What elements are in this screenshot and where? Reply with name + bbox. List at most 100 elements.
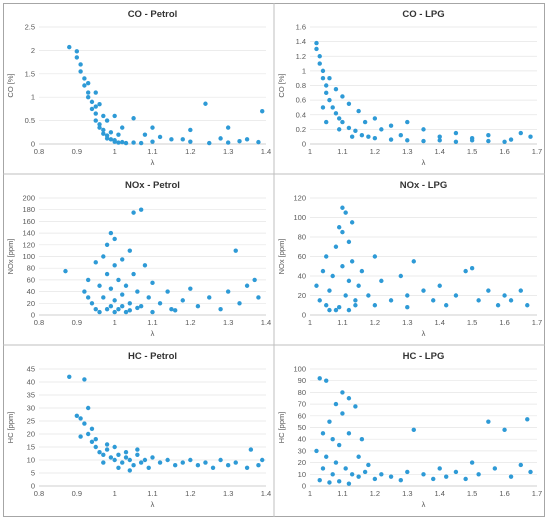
data-point: [85, 405, 91, 411]
data-point: [82, 83, 87, 88]
data-point: [388, 123, 394, 128]
chart-title: CO - LPG: [402, 9, 444, 20]
x-tick-label: 1.3: [402, 318, 412, 327]
y-tick-label: 0: [31, 482, 35, 491]
data-point: [388, 474, 394, 479]
data-point: [112, 444, 117, 450]
data-point: [346, 278, 352, 284]
data-point: [340, 411, 345, 416]
data-point: [324, 90, 329, 96]
x-axis-label: λ: [151, 329, 155, 338]
data-point: [93, 437, 98, 442]
data-point: [203, 460, 208, 465]
x-tick-label: 1.1: [337, 318, 347, 327]
data-point: [123, 450, 129, 455]
y-tick-label: 35: [27, 391, 35, 400]
data-point: [146, 465, 151, 470]
chart-title: HC - Petrol: [128, 351, 177, 362]
y-tick-label: 5: [31, 469, 35, 478]
data-point: [248, 447, 254, 452]
data-point: [120, 125, 125, 130]
data-point: [317, 61, 322, 66]
data-point: [320, 268, 326, 274]
data-point: [218, 306, 223, 312]
data-point: [101, 131, 106, 136]
data-point: [116, 140, 121, 145]
data-point: [244, 283, 250, 288]
data-point: [486, 138, 491, 144]
data-point: [405, 293, 410, 298]
data-point: [244, 465, 250, 470]
data-point: [142, 457, 148, 463]
data-point: [349, 472, 355, 477]
data-point: [120, 139, 125, 145]
data-point: [108, 230, 114, 236]
data-point: [336, 305, 342, 310]
x-tick-label: 1.2: [185, 147, 195, 156]
y-tick-label: 1.6: [296, 23, 306, 32]
data-point: [188, 127, 193, 133]
data-point: [180, 298, 185, 303]
data-point: [78, 62, 83, 67]
x-tick-label: 1.1: [337, 489, 347, 498]
y-tick-label: 0: [31, 311, 35, 320]
y-tick-label: 0.2: [296, 125, 306, 134]
data-point: [343, 293, 348, 298]
data-point: [502, 139, 507, 145]
x-axis-label: λ: [422, 500, 426, 509]
data-point: [317, 54, 322, 59]
data-point: [116, 452, 121, 457]
data-point: [356, 474, 361, 479]
data-point: [173, 308, 178, 313]
chart-title: CO - Petrol: [128, 9, 178, 20]
data-point: [150, 139, 155, 144]
data-point: [437, 283, 442, 288]
y-tick-label: 80: [27, 264, 35, 273]
data-point: [359, 133, 365, 138]
data-point: [135, 452, 140, 457]
data-point: [104, 136, 110, 141]
data-point: [180, 137, 185, 142]
data-point: [372, 116, 378, 121]
data-point: [333, 244, 339, 249]
data-point: [112, 139, 117, 144]
data-point: [108, 304, 114, 309]
y-tick-label: 30: [298, 446, 306, 455]
data-point: [260, 457, 265, 463]
data-point: [123, 309, 129, 315]
data-point: [476, 298, 481, 303]
y-tick-label: 100: [293, 213, 306, 222]
data-point: [225, 289, 231, 294]
data-point: [116, 306, 121, 312]
data-point: [131, 271, 136, 277]
data-point: [173, 463, 178, 468]
data-point: [135, 289, 140, 294]
data-point: [218, 136, 223, 141]
data-point: [78, 69, 83, 74]
data-point: [346, 307, 352, 313]
x-tick-label: 1.5: [467, 489, 477, 498]
y-tick-label: 0.5: [25, 116, 35, 125]
data-point: [218, 457, 223, 463]
data-point: [324, 254, 329, 259]
data-point: [340, 94, 345, 99]
y-tick-label: 1.5: [25, 69, 35, 78]
data-point: [327, 288, 332, 293]
data-point: [324, 83, 329, 88]
data-point: [188, 457, 193, 463]
x-tick-label: 1: [113, 318, 117, 327]
y-tick-label: 60: [298, 252, 306, 261]
data-point: [89, 301, 95, 306]
x-tick-label: 1.2: [370, 489, 380, 498]
data-point: [330, 472, 335, 477]
y-tick-label: 40: [298, 435, 306, 444]
data-point: [314, 40, 319, 46]
data-point: [314, 448, 319, 454]
data-point: [225, 125, 231, 130]
y-tick-label: 10: [298, 470, 306, 479]
data-point: [340, 119, 345, 125]
y-tick-label: 140: [22, 229, 35, 238]
y-tick-label: 40: [27, 378, 35, 387]
data-point: [327, 480, 332, 485]
data-point: [346, 431, 352, 436]
